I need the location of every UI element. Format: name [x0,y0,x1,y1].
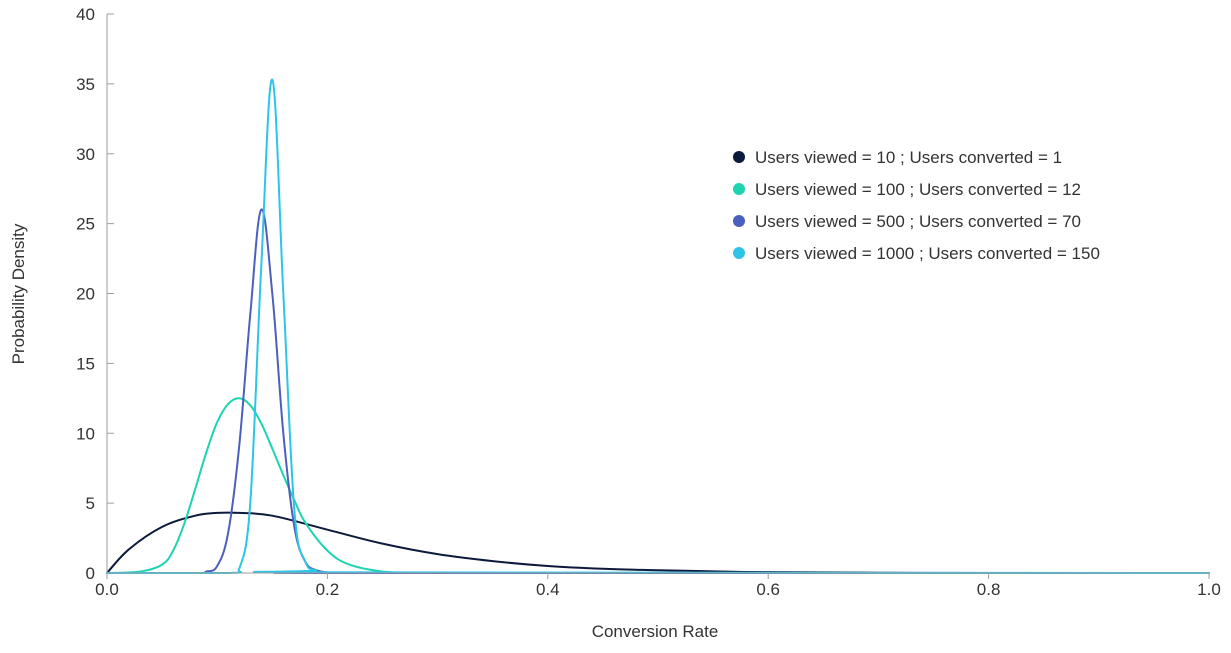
y-tick-label: 30 [76,145,95,164]
series-line-4 [106,78,1210,575]
legend-label: Users viewed = 1000 ; Users converted = … [755,244,1100,263]
y-axis-ticks: 0 5 10 15 20 25 30 35 40 [76,5,114,583]
x-axis-ticks: 0.0 0.2 0.4 0.6 0.8 1.0 [95,573,1221,599]
legend-label: Users viewed = 10 ; Users converted = 1 [755,148,1062,167]
series-line-2 [106,397,1210,575]
legend-marker [733,151,745,163]
y-tick-label: 10 [76,424,95,443]
x-tick-label: 0.2 [316,580,340,599]
y-tick-label: 25 [76,215,95,234]
series-line-1 [106,511,1210,575]
x-tick-label: 0.4 [536,580,560,599]
x-tick-label: 0.8 [977,580,1001,599]
y-tick-label: 20 [76,285,95,304]
legend-marker [733,215,745,227]
legend-label: Users viewed = 500 ; Users converted = 7… [755,212,1081,231]
series-line-3 [106,208,1210,575]
legend-marker [733,183,745,195]
x-axis-label: Conversion Rate [592,622,719,641]
legend-label: Users viewed = 100 ; Users converted = 1… [755,180,1081,199]
x-tick-label: 0.6 [756,580,780,599]
y-tick-label: 5 [86,494,95,513]
y-tick-label: 40 [76,5,95,24]
y-tick-label: 15 [76,354,95,373]
y-tick-label: 0 [86,564,95,583]
x-tick-label: 0.0 [95,580,119,599]
legend-marker [733,247,745,259]
y-tick-label: 35 [76,75,95,94]
x-tick-label: 1.0 [1197,580,1221,599]
legend: Users viewed = 10 ; Users converted = 1 U… [733,148,1100,263]
y-axis-label: Probability Density [9,223,28,364]
